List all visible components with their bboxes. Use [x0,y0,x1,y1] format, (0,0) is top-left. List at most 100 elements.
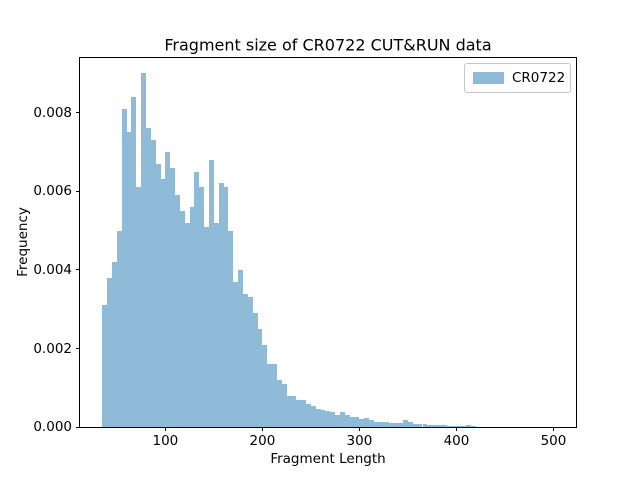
histogram-bar [247,297,253,428]
histogram-bar [233,281,239,428]
histogram-bar [432,424,438,428]
histogram-bar [184,222,190,428]
y-tick-mark [76,348,80,350]
histogram-bar [281,383,287,428]
histogram-bar [228,230,234,428]
histogram-bar [349,416,355,428]
histogram-bar [325,411,331,428]
histogram-bar [276,380,282,428]
histogram-bar [150,140,156,428]
y-tick-mark [76,190,80,192]
legend-swatch-icon [473,71,504,84]
histogram-bar [398,423,404,428]
histogram-bar [165,151,171,428]
x-tick-label: 400 [443,432,470,449]
histogram-bar [471,425,476,428]
histogram-bar [407,421,413,428]
histogram-bar [301,399,307,428]
histogram-bar [155,163,161,428]
x-tick-label: 200 [249,432,276,449]
histogram-bar [218,183,224,428]
histogram-bars-layer [80,58,576,428]
histogram-bar [369,420,374,428]
histogram-bar [437,425,442,428]
histogram-bar [121,108,127,428]
histogram-bar [141,73,146,428]
y-tick-label: 0.000 [33,419,72,436]
y-tick-label: 0.008 [33,104,72,121]
plot-area: 100 200 300 400 500 0.000 0.002 0.004 0.006 0.008… [33,56,577,449]
x-tick-label: 300 [346,432,373,449]
histogram-bar [160,179,166,428]
histogram-bar [412,423,418,428]
histogram-bar [383,422,389,428]
histogram-bar [223,187,229,428]
histogram-bar [170,167,176,428]
histogram-bar [291,395,297,428]
histogram-bar [451,426,457,428]
y-tick-mark [76,269,80,271]
histogram-bar [209,159,214,428]
histogram-bar [126,132,132,428]
histogram-bar [427,424,433,428]
histogram-bar [403,420,408,428]
x-tick-mark [164,427,166,432]
histogram-bar [354,416,360,428]
histogram-bar [310,405,316,428]
histogram-bar [315,408,321,428]
histogram-bar [213,222,219,428]
histogram-bar [131,96,137,428]
x-tick-mark [261,427,263,432]
histogram-bar [466,425,471,428]
histogram-bar [461,426,467,428]
legend: CR0722 [464,62,571,93]
histogram-bar [107,277,112,428]
y-tick-label: 0.002 [33,340,72,357]
y-tick-mark [76,112,80,114]
x-axis-label: Fragment Length [270,451,386,467]
histogram-bar [145,128,151,428]
histogram-bar [116,230,122,428]
histogram-bar [417,424,423,428]
histogram-bar [344,415,350,428]
x-tick-label: 100 [152,432,179,449]
histogram-bar [388,423,394,428]
histogram-bar [359,418,365,428]
histogram-bar [272,364,277,428]
histogram-bar [102,305,108,428]
histogram-bar [267,364,273,428]
histogram-bar [422,424,428,428]
histogram-bar [204,226,210,428]
histogram-bar [199,187,205,428]
histogram-bar [179,210,185,428]
x-tick-mark [552,427,554,432]
histogram-bar [296,399,302,428]
histogram-bar [335,415,341,428]
histogram-bar [243,293,248,428]
histogram-bar [194,171,200,428]
x-tick-mark [358,427,360,432]
histogram-bar [320,410,326,428]
x-tick-label: 500 [540,432,567,449]
histogram-bar [456,426,462,428]
x-tick-mark [455,427,457,432]
histogram-bar [393,423,399,428]
histogram-bar [136,187,142,428]
histogram-bar [189,207,195,428]
histogram-bar [112,262,117,428]
histogram-bar [238,269,243,428]
histogram-bar [330,411,336,428]
histogram-bar [446,425,452,428]
histogram-bar [262,344,268,428]
y-tick-label: 0.006 [33,183,72,200]
histogram-bar [378,421,384,428]
histogram-bar [340,411,345,428]
y-tick-mark [76,426,80,428]
chart-title: Fragment size of CR0722 CUT&RUN data [164,35,492,55]
histogram-bar [441,425,447,428]
histogram-bar [286,395,292,428]
y-tick-label: 0.004 [33,261,72,278]
histogram-bar [252,313,258,428]
histogram-bar [306,403,311,428]
